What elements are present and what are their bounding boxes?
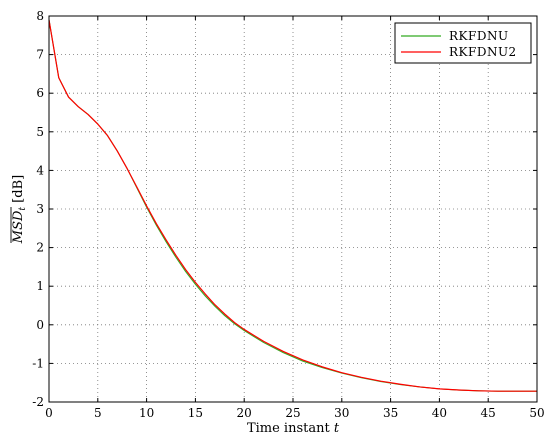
x-tick-label: 25: [285, 406, 300, 420]
y-tick-label: 8: [36, 9, 44, 23]
x-axis-title: Time instant t: [247, 421, 340, 436]
y-axis-title: MSDt [dB]: [10, 175, 28, 244]
y-tick-label: 2: [36, 241, 44, 255]
series-lines: [48, 19, 537, 392]
legend: RKFDNU RKFDNU2: [394, 22, 532, 64]
legend-box: [394, 22, 532, 64]
x-tick-label: 10: [139, 406, 154, 420]
y-tick-label: 6: [36, 86, 44, 100]
x-tick-label: 0: [45, 406, 53, 420]
y-tick-label: 5: [36, 125, 44, 139]
series-line-rkfdnu2: [48, 19, 537, 392]
x-tick-label: 45: [481, 406, 496, 420]
x-tick-label: 50: [529, 406, 544, 420]
y-tick-label: 3: [36, 202, 44, 216]
x-tick-label: 5: [94, 406, 102, 420]
legend-label-rkfdnu2: RKFDNU2: [449, 45, 517, 59]
y-tick-label: 7: [36, 48, 44, 62]
grid-lines: [49, 16, 537, 402]
x-tick-label: 20: [237, 406, 252, 420]
x-tick-label: 15: [188, 406, 203, 420]
x-tick-label: 40: [432, 406, 447, 420]
y-tick-label: -1: [32, 356, 44, 370]
y-tick-label: 1: [36, 279, 44, 293]
x-tick-label: 35: [383, 406, 398, 420]
x-tick-label: 30: [334, 406, 349, 420]
y-tick-label: 4: [36, 163, 44, 177]
y-tick-label: -2: [32, 395, 44, 409]
legend-label-rkfdnu: RKFDNU: [449, 29, 509, 43]
svg-text:MSDt [dB]: MSDt [dB]: [11, 175, 28, 244]
y-tick-label: 0: [36, 318, 44, 332]
